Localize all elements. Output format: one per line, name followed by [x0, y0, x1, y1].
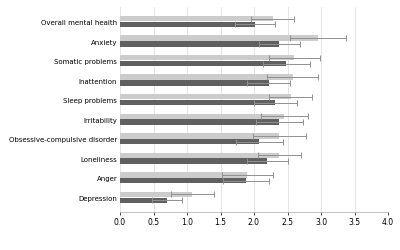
Bar	[120, 159, 267, 164]
Bar	[120, 100, 276, 106]
Bar	[120, 56, 294, 61]
Bar	[120, 139, 259, 145]
Bar	[120, 36, 318, 42]
Bar	[120, 62, 286, 67]
Bar	[120, 23, 255, 28]
Bar	[120, 192, 192, 197]
Bar	[120, 153, 280, 158]
Bar	[120, 178, 246, 184]
Bar	[120, 75, 293, 81]
Bar	[120, 114, 284, 119]
Bar	[120, 17, 273, 22]
Bar	[120, 198, 167, 203]
Bar	[120, 42, 280, 48]
Bar	[120, 95, 291, 100]
Bar	[120, 120, 280, 125]
Bar	[120, 81, 269, 86]
Bar	[120, 134, 280, 139]
Bar	[120, 172, 247, 178]
